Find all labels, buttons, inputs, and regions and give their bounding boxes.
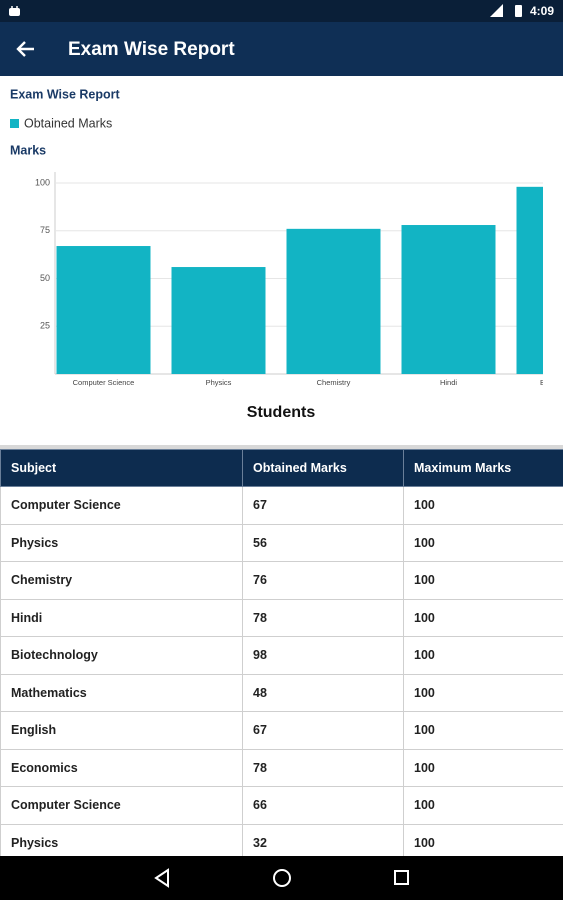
table-cell: 32 — [243, 824, 404, 856]
x-tick-label: Biotechnology — [540, 378, 563, 387]
table-cell: Economics — [1, 749, 243, 787]
table-cell: Mathematics — [1, 674, 243, 712]
table-cell: 100 — [404, 674, 563, 712]
table-cell: 100 — [404, 749, 563, 787]
table-cell: English — [1, 712, 243, 750]
bar — [402, 225, 496, 374]
table-cell: 76 — [243, 562, 404, 600]
android-icon — [8, 4, 22, 18]
app-bar: Exam Wise Report — [0, 22, 563, 76]
bar — [57, 246, 151, 374]
table-cell: 100 — [404, 712, 563, 750]
clock: 4:09 — [530, 4, 554, 18]
table-cell: 48 — [243, 674, 404, 712]
status-bar: 4:09 — [0, 0, 563, 22]
nav-buttons — [0, 856, 563, 900]
bar — [172, 267, 266, 374]
table-cell: 100 — [404, 487, 563, 525]
column-header: Maximum Marks — [404, 450, 563, 487]
table-cell: Computer Science — [1, 787, 243, 825]
table-cell: 100 — [404, 824, 563, 856]
home-nav[interactable] — [274, 870, 290, 886]
bar — [287, 229, 381, 374]
y-tick-label: 75 — [40, 225, 50, 235]
table-cell: 56 — [243, 524, 404, 562]
recents-nav[interactable] — [395, 871, 408, 884]
table-cell: Computer Science — [1, 487, 243, 525]
table-cell: 78 — [243, 749, 404, 787]
y-tick-label: 100 — [35, 177, 50, 187]
bar — [517, 187, 563, 374]
x-axis-title: Students — [247, 404, 316, 421]
y-tick-label: 25 — [40, 321, 50, 331]
table-cell: Chemistry — [1, 562, 243, 600]
table-cell: 78 — [243, 599, 404, 637]
table-cell: 67 — [243, 712, 404, 750]
table-cell: 100 — [404, 562, 563, 600]
x-tick-label: Computer Science — [73, 378, 135, 387]
table-cell: 67 — [243, 487, 404, 525]
back-button[interactable] — [16, 40, 36, 58]
back-nav[interactable] — [156, 870, 168, 886]
nav-bar — [0, 856, 563, 900]
chart: Exam Wise Report Obtained Marks Marks St… — [0, 76, 563, 445]
table-cell: Physics — [1, 824, 243, 856]
column-header: Obtained Marks — [243, 450, 404, 487]
table-cell: 66 — [243, 787, 404, 825]
table-cell: Hindi — [1, 599, 243, 637]
plot-area: 25 50 75 100 Computer Science Physics Chemistr… — [35, 172, 563, 387]
x-tick-label: Physics — [206, 378, 232, 387]
y-axis-title: Marks — [10, 143, 46, 157]
legend-label[interactable]: Obtained Marks — [24, 116, 112, 130]
x-tick-label: Hindi — [440, 378, 457, 387]
column-header: Subject — [1, 450, 243, 487]
status-icons — [490, 4, 526, 18]
table-cell: 100 — [404, 637, 563, 675]
table-cell: 100 — [404, 787, 563, 825]
table-cell: 98 — [243, 637, 404, 675]
table-cell: 100 — [404, 524, 563, 562]
y-tick-label: 50 — [40, 273, 50, 283]
table-cell: Biotechnology — [1, 637, 243, 675]
app-title: Exam Wise Report — [68, 39, 235, 61]
legend-swatch — [10, 119, 19, 128]
x-tick-label: Chemistry — [317, 378, 351, 387]
table-cell: 100 — [404, 599, 563, 637]
table-cell: Physics — [1, 524, 243, 562]
chart-title: Exam Wise Report — [10, 87, 120, 101]
